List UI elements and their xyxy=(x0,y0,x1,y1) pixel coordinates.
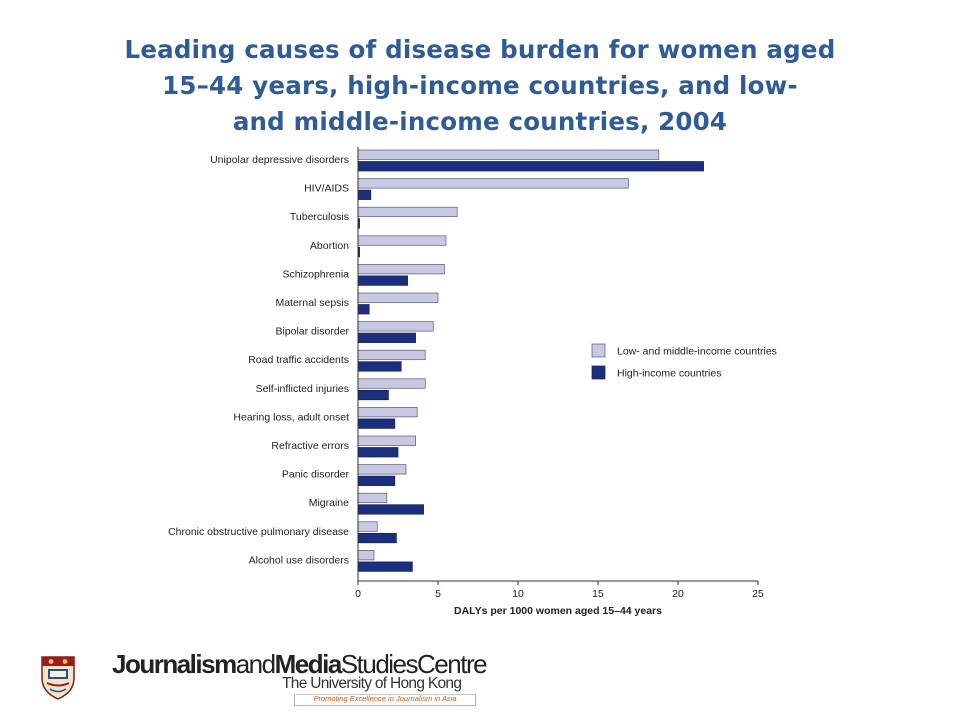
bar-low-middle-income xyxy=(357,407,418,418)
x-tick-label: 5 xyxy=(435,588,441,600)
bar-high-income xyxy=(357,475,396,486)
bar-low-middle-income xyxy=(357,178,629,189)
category-label: Maternal sepsis xyxy=(275,297,349,309)
bar-low-middle-income xyxy=(357,264,445,275)
slide-title: Leading causes of disease burden for wom… xyxy=(40,32,920,140)
category-label: Chronic obstructive pulmonary disease xyxy=(168,526,349,538)
bar-low-middle-income xyxy=(357,149,660,160)
bar-low-middle-income xyxy=(357,321,434,332)
bar-high-income xyxy=(357,561,413,572)
x-tick-label: 20 xyxy=(672,588,684,600)
centre-name: JournalismandMediaStudiesCentre xyxy=(112,649,488,679)
tagline-box: Promoting Excellence in Journalism in As… xyxy=(294,694,476,706)
bar-high-income xyxy=(357,418,396,429)
university-name: The University of Hong Kong xyxy=(282,675,462,692)
category-label: Unipolar depressive disorders xyxy=(210,154,349,166)
x-tick-label: 15 xyxy=(592,588,604,600)
bar-high-income xyxy=(357,189,372,200)
title-line-2: 15–44 years, high-income countries, and … xyxy=(162,71,798,100)
category-label: Migraine xyxy=(309,497,349,509)
title-line-3: and middle-income countries, 2004 xyxy=(232,107,728,136)
category-label: Bipolar disorder xyxy=(275,326,349,338)
category-label: Refractive errors xyxy=(271,440,349,452)
category-label: Tuberculosis xyxy=(290,211,349,223)
category-label: Abortion xyxy=(310,240,349,252)
bar-low-middle-income xyxy=(357,550,375,561)
category-label: Self-inflicted injuries xyxy=(256,383,349,395)
bar-low-middle-income xyxy=(357,464,407,475)
category-label: Schizophrenia xyxy=(282,268,349,280)
tagline: Promoting Excellence in Journalism in As… xyxy=(313,694,457,703)
bar-high-income xyxy=(357,275,408,286)
x-axis-title: DALYs per 1000 women aged 15–44 years xyxy=(454,605,662,617)
bar-high-income xyxy=(357,332,416,343)
category-label: Alcohol use disorders xyxy=(249,554,349,566)
x-tick-label: 10 xyxy=(512,588,524,600)
category-label: Hearing loss, adult onset xyxy=(233,411,349,423)
category-label: Road traffic accidents xyxy=(248,354,349,366)
category-label: HIV/AIDS xyxy=(304,183,349,195)
bar-low-middle-income xyxy=(357,492,388,504)
legend-label-low-middle-income: Low- and middle-income countries xyxy=(617,346,777,358)
bar-low-middle-income xyxy=(357,521,378,532)
bar-high-income xyxy=(357,361,402,372)
bar-high-income xyxy=(357,447,399,458)
bar-low-middle-income xyxy=(357,292,439,303)
x-tick-label: 0 xyxy=(355,588,361,600)
bar-high-income xyxy=(357,532,397,544)
bar-high-income xyxy=(357,389,389,401)
title-line-1: Leading causes of disease burden for wom… xyxy=(124,35,836,64)
legend-swatch-low-middle-income xyxy=(591,343,606,358)
bar-low-middle-income xyxy=(357,206,458,218)
footer: JournalismandMediaStudiesCentre The Univ… xyxy=(0,640,960,720)
bar-low-middle-income xyxy=(357,378,426,389)
bar-high-income xyxy=(357,304,370,315)
x-tick-label: 25 xyxy=(752,588,764,600)
legend-label-high-income: High-income countries xyxy=(617,368,721,380)
bar-high-income xyxy=(357,161,704,172)
university-crest-icon xyxy=(41,656,75,700)
bar-low-middle-income xyxy=(357,349,426,361)
category-label: Panic disorder xyxy=(282,469,350,481)
bar-low-middle-income xyxy=(357,435,416,446)
bar-high-income xyxy=(357,504,424,515)
bar-low-middle-income xyxy=(357,235,447,246)
legend-swatch-high-income xyxy=(591,365,606,380)
